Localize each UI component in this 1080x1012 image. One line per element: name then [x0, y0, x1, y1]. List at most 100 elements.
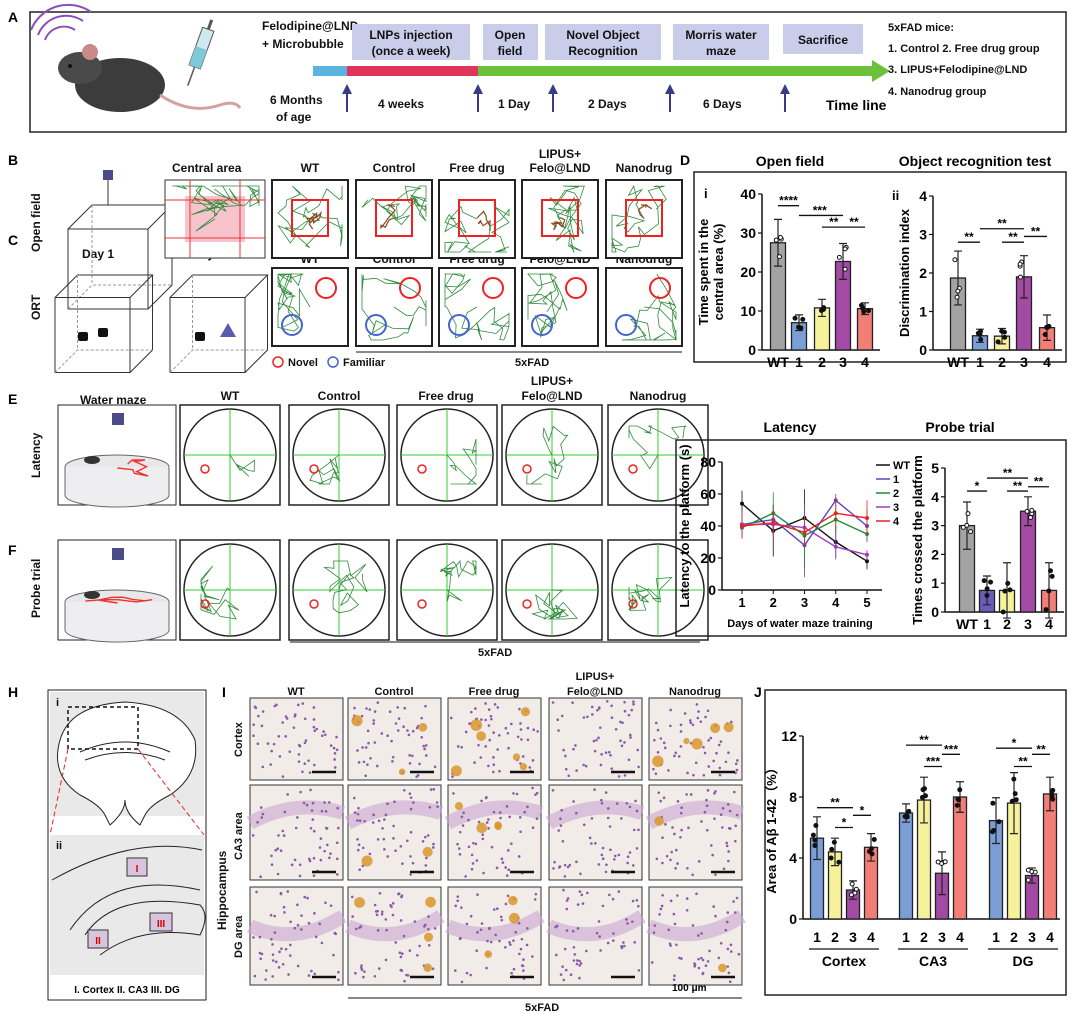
row-label-hippocampus: Hippocampus	[215, 850, 229, 930]
nucleus-dot	[284, 715, 288, 718]
nucleus-dot	[697, 860, 701, 863]
nucleus-dot	[283, 911, 286, 914]
panel-label-c: C	[8, 232, 18, 248]
abeta-plaque	[470, 719, 483, 731]
nucleus-dot	[421, 840, 425, 843]
nucleus-dot	[726, 947, 730, 951]
duration-label: 1 Day	[498, 97, 530, 111]
nucleus-dot	[458, 853, 462, 856]
nucleus-dot	[733, 911, 737, 914]
nucleus-dot	[257, 714, 260, 718]
data-point	[836, 859, 842, 865]
significance-label: **	[964, 230, 974, 244]
nucleus-dot	[259, 875, 262, 879]
nucleus-dot	[424, 704, 427, 708]
up-arrow-head	[665, 84, 675, 94]
nucleus-dot	[604, 870, 608, 874]
data-point	[960, 524, 966, 530]
nucleus-dot	[721, 807, 725, 810]
significance-label: *	[842, 816, 847, 830]
significance-label: **	[1003, 466, 1013, 480]
nucleus-dot	[703, 751, 707, 755]
nucleus-dot	[600, 853, 604, 857]
nucleus-dot	[679, 723, 683, 727]
group-label: Cortex	[822, 953, 867, 969]
data-point	[828, 855, 834, 861]
data-point	[833, 544, 838, 549]
bar	[1042, 793, 1058, 920]
data-point	[868, 846, 874, 852]
familiar-legend-icon	[327, 356, 339, 368]
track-path	[277, 273, 311, 332]
nucleus-dot	[531, 786, 534, 790]
nucleus-dot	[590, 817, 594, 820]
nucleus-dot	[533, 898, 537, 901]
nucleus-dot	[303, 717, 307, 721]
nucleus-dot	[519, 722, 522, 725]
data-point	[866, 308, 872, 314]
region-marker-ca3	[87, 929, 109, 949]
nucleus-dot	[283, 810, 287, 814]
data-point	[977, 332, 983, 338]
nucleus-dot	[581, 902, 585, 905]
nucleus-dot	[319, 858, 323, 862]
panel-d-frame	[693, 171, 1067, 363]
nucleus-dot	[456, 842, 459, 846]
cell-layer-band	[545, 800, 645, 830]
platform-marker	[522, 464, 532, 474]
nucleus-dot	[485, 795, 488, 799]
novel-object-icon	[220, 323, 236, 337]
data-point	[1024, 508, 1030, 514]
nucleus-dot	[292, 726, 296, 729]
nucleus-dot	[286, 890, 290, 893]
data-point	[1049, 788, 1055, 794]
nucleus-dot	[312, 856, 316, 860]
nucleus-dot	[415, 726, 419, 730]
nucleus-dot	[435, 801, 439, 804]
significance-label: ***	[944, 742, 958, 756]
bar	[952, 796, 968, 920]
nucleus-dot	[384, 958, 388, 962]
panel-label-h: H	[8, 684, 18, 700]
nucleus-dot	[372, 813, 375, 817]
nucleus-dot	[620, 944, 623, 948]
nucleus-dot	[399, 955, 403, 959]
nucleus-dot	[632, 700, 635, 703]
nucleus-dot	[279, 892, 283, 896]
nucleus-dot	[380, 732, 384, 735]
nucleus-dot	[475, 859, 479, 862]
data-point	[1017, 261, 1023, 267]
nucleus-dot	[561, 965, 564, 968]
data-point	[978, 337, 984, 343]
nucleus-dot	[662, 741, 666, 745]
nucleus-dot	[629, 736, 632, 739]
nucleus-dot	[675, 943, 678, 947]
nucleus-dot	[498, 939, 501, 943]
nucleus-dot	[298, 874, 302, 878]
y-axis-label: Area of Aβ 1-42（%）	[764, 761, 779, 893]
nucleus-dot	[504, 902, 508, 906]
nucleus-dot	[609, 848, 612, 852]
nucleus-dot	[621, 721, 624, 725]
nucleus-dot	[484, 702, 487, 705]
nucleus-dot	[653, 738, 656, 742]
nucleus-dot	[312, 829, 316, 833]
y-tick-label: 8	[789, 789, 797, 805]
nucleus-dot	[560, 714, 564, 718]
data-point	[1046, 588, 1052, 594]
data-point	[1043, 607, 1049, 613]
nucleus-dot	[632, 702, 635, 706]
central-zone	[375, 199, 413, 237]
pool-body	[64, 467, 170, 508]
nucleus-dot	[391, 902, 395, 905]
timeline-box-nor: Novel Object Recognition	[545, 24, 661, 60]
nucleus-dot	[637, 969, 641, 972]
nucleus-dot	[277, 834, 280, 837]
data-point	[965, 511, 971, 517]
significance-label: **	[829, 215, 839, 229]
nucleus-dot	[422, 744, 425, 748]
nucleus-dot	[336, 826, 340, 830]
nucleus-dot	[324, 901, 327, 905]
nucleus-dot	[732, 900, 735, 903]
